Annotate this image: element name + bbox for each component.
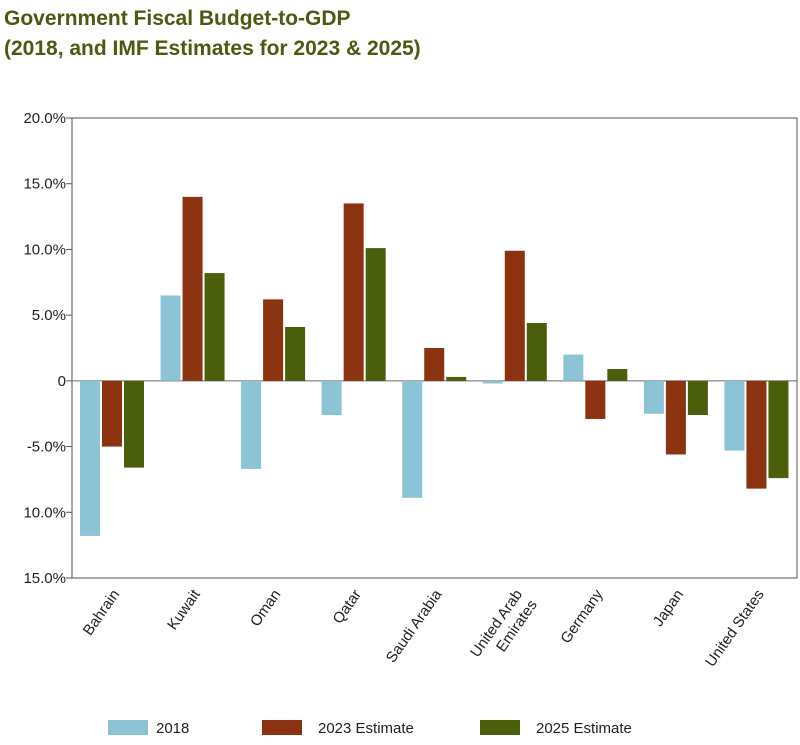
y-tick-label: 0: [58, 373, 66, 390]
bar: [124, 380, 144, 468]
legend: 2018 2023 Estimate 2025 Estimate: [108, 720, 632, 737]
bar: [585, 380, 606, 419]
chart-title-line1: Government Fiscal Budget-to-GDP: [4, 7, 351, 30]
plot-frame: [71, 117, 798, 579]
bar: [263, 299, 284, 381]
bar: [563, 354, 584, 381]
bar: [160, 295, 181, 381]
bar: [321, 380, 342, 416]
y-tick-label: 10.0%: [23, 504, 66, 521]
bar: [724, 380, 745, 451]
bar: [643, 380, 664, 414]
category-label: United ArabEmirates: [467, 587, 541, 671]
category-label: United States: [702, 587, 768, 671]
category-label: Kuwait: [164, 586, 204, 633]
chart-title: Government Fiscal Budget-to-GDP (2018, a…: [4, 4, 421, 64]
legend-swatch: [480, 720, 520, 735]
axes: 20.0% 15.0% 10.0% 5.0% 0 -5.0% 10.0% 15.0%: [23, 110, 798, 587]
legend-label: 2018: [156, 720, 189, 737]
bar: [746, 380, 767, 489]
legend-swatch: [262, 720, 302, 735]
y-tick-label: 15.0%: [23, 176, 66, 193]
category-label: Oman: [247, 587, 284, 630]
bars: [80, 196, 789, 536]
chart-title-line2: (2018, and IMF Estimates for 2023 & 2025…: [4, 37, 421, 60]
bar: [665, 380, 686, 455]
y-tick-label: 5.0%: [32, 307, 66, 324]
category-label: Germany: [557, 586, 607, 647]
y-tick-label: -5.0%: [27, 439, 66, 456]
bar: [285, 326, 306, 381]
bar: [607, 369, 628, 381]
legend-label: 2023 Estimate: [318, 720, 414, 737]
y-tick-label: 15.0%: [23, 570, 66, 587]
bar: [504, 250, 525, 381]
category-label: Qatar: [329, 587, 364, 627]
bar: [687, 380, 708, 416]
legend-label: 2025 Estimate: [536, 720, 632, 737]
bar: [424, 348, 445, 381]
bar: [80, 380, 100, 536]
bar: [343, 203, 364, 381]
bar: [182, 196, 203, 381]
category-label: Bahrain: [80, 587, 124, 639]
bar: [446, 376, 467, 381]
category-labels: Bahrain Kuwait Oman Qatar Saudi Arabia United…: [80, 586, 768, 671]
y-tick-label: 10.0%: [23, 241, 66, 258]
bar: [102, 380, 122, 447]
bar: [402, 380, 423, 498]
category-label: Saudi Arabia: [383, 586, 446, 666]
bar: [241, 380, 262, 469]
bar: [768, 380, 789, 479]
y-tick-label: 20.0%: [23, 110, 66, 127]
category-label: Japan: [650, 587, 687, 630]
bar: [526, 323, 547, 381]
bar: [365, 248, 386, 381]
bar: [482, 380, 503, 384]
bar: [204, 273, 225, 381]
legend-swatch: [108, 720, 148, 735]
